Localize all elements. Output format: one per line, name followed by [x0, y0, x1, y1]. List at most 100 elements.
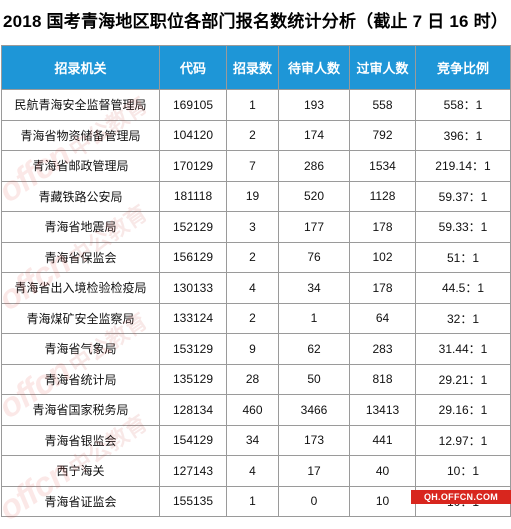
table-row: 青海省出入境检验检疫局 130133 4 34 178 44.5：1: [1, 272, 511, 304]
cell-code: 128134: [159, 394, 227, 426]
cell-pending: 62: [278, 333, 350, 365]
cell-code: 154129: [159, 424, 227, 456]
cell-pending: 3466: [278, 394, 350, 426]
cell-ratio: 44.5：1: [415, 272, 511, 304]
table-row: 青海省保监会 156129 2 76 102 51：1: [1, 241, 511, 273]
cell-pending: 173: [278, 424, 350, 456]
table-row: 民航青海安全监督管理局 169105 1 193 558 558：1: [1, 89, 511, 121]
cell-agency: 青海省证监会: [1, 485, 160, 517]
cell-approved: 178: [349, 272, 416, 304]
cell-approved: 178: [349, 211, 416, 243]
cell-pending: 17: [278, 455, 350, 487]
cell-code: 181118: [159, 180, 227, 212]
cell-ratio: 51：1: [415, 241, 511, 273]
table-row: 西宁海关 127143 4 17 40 10：1: [1, 455, 511, 487]
table-row: 青海省地震局 152129 3 177 178 59.33：1: [1, 211, 511, 243]
cell-agency: 青海省银监会: [1, 424, 160, 456]
cell-ratio: 29.16：1: [415, 394, 511, 426]
table-row: 青海省物资储备管理局 104120 2 174 792 396：1: [1, 119, 511, 151]
cell-quota: 28: [226, 363, 279, 395]
cell-quota: 2: [226, 119, 279, 151]
cell-pending: 520: [278, 180, 350, 212]
cell-agency: 青海省国家税务局: [1, 394, 160, 426]
table-row: 青海煤矿安全监察局 133124 2 1 64 32：1: [1, 302, 511, 334]
cell-ratio: 29.21：1: [415, 363, 511, 395]
cell-approved: 1534: [349, 150, 416, 182]
cell-approved: 283: [349, 333, 416, 365]
cell-approved: 13413: [349, 394, 416, 426]
registration-table: 招录机关 代码 招录数 待审人数 过审人数 竞争比例 民航青海安全监督管理局 16…: [1, 45, 511, 517]
cell-quota: 3: [226, 211, 279, 243]
cell-approved: 441: [349, 424, 416, 456]
cell-approved: 102: [349, 241, 416, 273]
cell-code: 104120: [159, 119, 227, 151]
col-header-approved: 过审人数: [349, 45, 416, 90]
cell-code: 135129: [159, 363, 227, 395]
cell-approved: 64: [349, 302, 416, 334]
cell-code: 155135: [159, 485, 227, 517]
cell-code: 156129: [159, 241, 227, 273]
cell-agency: 青海煤矿安全监察局: [1, 302, 160, 334]
cell-agency: 民航青海安全监督管理局: [1, 89, 160, 121]
cell-code: 133124: [159, 302, 227, 334]
cell-pending: 1: [278, 302, 350, 334]
cell-quota: 7: [226, 150, 279, 182]
cell-code: 169105: [159, 89, 227, 121]
cell-agency: 西宁海关: [1, 455, 160, 487]
cell-ratio: 219.14：1: [415, 150, 511, 182]
cell-agency: 青海省物资储备管理局: [1, 119, 160, 151]
cell-pending: 286: [278, 150, 350, 182]
cell-approved: 792: [349, 119, 416, 151]
cell-quota: 19: [226, 180, 279, 212]
col-header-quota: 招录数: [226, 45, 279, 90]
cell-quota: 4: [226, 455, 279, 487]
col-header-code: 代码: [159, 45, 227, 90]
cell-pending: 174: [278, 119, 350, 151]
cell-agency: 青海省统计局: [1, 363, 160, 395]
cell-quota: 2: [226, 302, 279, 334]
site-url-badge: QH.OFFCN.COM: [411, 490, 511, 504]
cell-code: 152129: [159, 211, 227, 243]
cell-approved: 10: [349, 485, 416, 517]
cell-quota: 9: [226, 333, 279, 365]
col-header-ratio: 竞争比例: [415, 45, 511, 90]
cell-quota: 1: [226, 89, 279, 121]
cell-ratio: 558：1: [415, 89, 511, 121]
cell-quota: 34: [226, 424, 279, 456]
cell-agency: 青藏铁路公安局: [1, 180, 160, 212]
cell-pending: 76: [278, 241, 350, 273]
cell-ratio: 32：1: [415, 302, 511, 334]
cell-quota: 2: [226, 241, 279, 273]
cell-approved: 818: [349, 363, 416, 395]
page-title: 2018 国考青海地区职位各部门报名数统计分析（截止 7 日 16 时）: [3, 12, 508, 31]
cell-agency: 青海省出入境检验检疫局: [1, 272, 160, 304]
cell-quota: 460: [226, 394, 279, 426]
cell-agency: 青海省邮政管理局: [1, 150, 160, 182]
cell-agency: 青海省保监会: [1, 241, 160, 273]
cell-pending: 0: [278, 485, 350, 517]
col-header-agency: 招录机关: [1, 45, 160, 90]
cell-ratio: 59.33：1: [415, 211, 511, 243]
cell-approved: 558: [349, 89, 416, 121]
cell-approved: 1128: [349, 180, 416, 212]
cell-code: 170129: [159, 150, 227, 182]
cell-pending: 177: [278, 211, 350, 243]
cell-agency: 青海省地震局: [1, 211, 160, 243]
cell-pending: 34: [278, 272, 350, 304]
cell-code: 127143: [159, 455, 227, 487]
cell-pending: 50: [278, 363, 350, 395]
cell-approved: 40: [349, 455, 416, 487]
cell-code: 153129: [159, 333, 227, 365]
cell-pending: 193: [278, 89, 350, 121]
table-row: 青藏铁路公安局 181118 19 520 1128 59.37：1: [1, 180, 511, 212]
cell-ratio: 396：1: [415, 119, 511, 151]
table-row: 青海省银监会 154129 34 173 441 12.97：1: [1, 424, 511, 456]
cell-code: 130133: [159, 272, 227, 304]
cell-quota: 4: [226, 272, 279, 304]
table-row: 青海省邮政管理局 170129 7 286 1534 219.14：1: [1, 150, 511, 182]
cell-ratio: 10：1: [415, 455, 511, 487]
table-row: 青海省气象局 153129 9 62 283 31.44：1: [1, 333, 511, 365]
cell-ratio: 59.37：1: [415, 180, 511, 212]
col-header-pending: 待审人数: [278, 45, 350, 90]
cell-quota: 1: [226, 485, 279, 517]
